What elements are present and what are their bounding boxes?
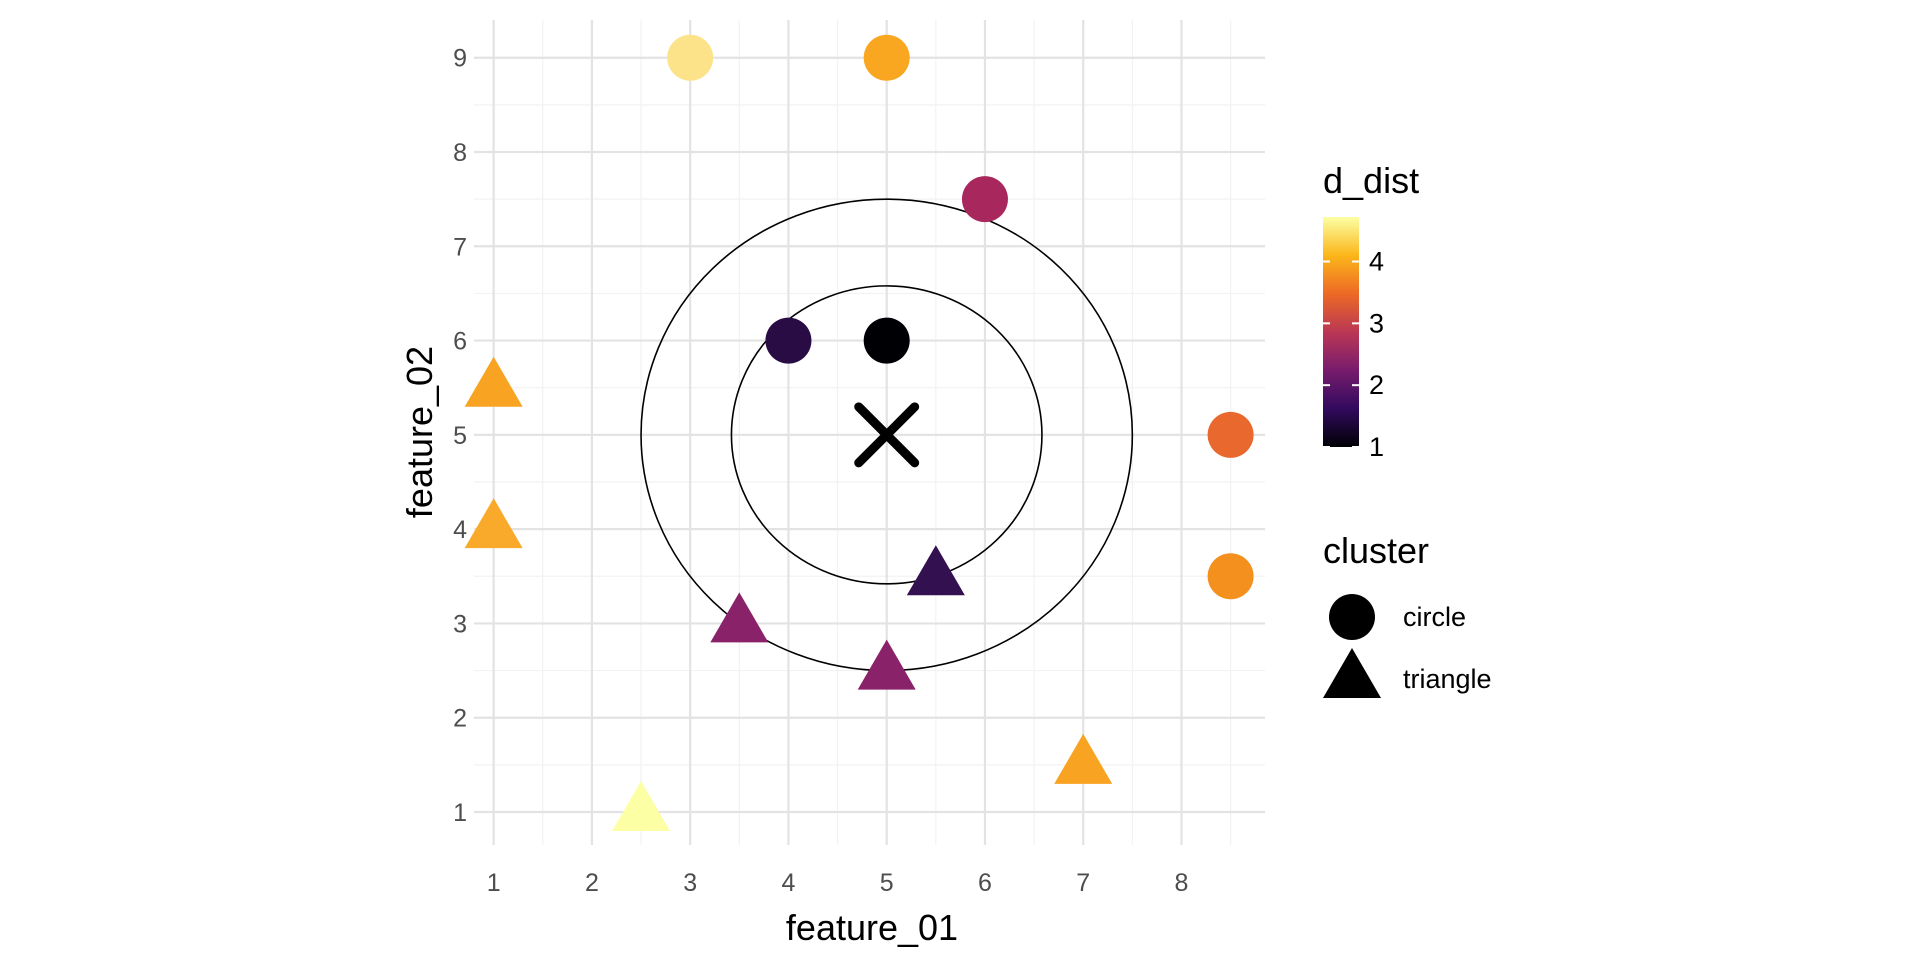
data-points xyxy=(464,34,1254,831)
grid-minor xyxy=(474,20,1265,845)
point-circle xyxy=(1207,411,1254,458)
y-tick-label: 3 xyxy=(453,610,467,638)
y-tick-label: 4 xyxy=(453,516,467,544)
color-bar xyxy=(1323,217,1359,447)
y-tick-label: 7 xyxy=(453,233,467,261)
y-tick-label: 6 xyxy=(453,328,467,356)
x-tick-label: 8 xyxy=(1175,869,1189,897)
y-tick-label: 2 xyxy=(453,705,467,733)
point-triangle xyxy=(464,498,523,549)
y-tick-label: 9 xyxy=(453,45,467,73)
point-circle xyxy=(961,176,1008,223)
point-circle xyxy=(863,34,910,81)
y-tick-labels: 1 2 3 4 5 6 7 8 9 xyxy=(453,45,467,827)
point-circle xyxy=(863,317,910,364)
distance-ring xyxy=(730,285,1043,585)
x-tick-label: 3 xyxy=(683,869,697,897)
legend-label-triangle: triangle xyxy=(1403,664,1492,694)
point-triangle xyxy=(612,781,671,831)
y-axis-title: feature_02 xyxy=(399,346,440,518)
x-tick-label: 6 xyxy=(978,869,992,897)
legend-key-triangle xyxy=(1323,648,1381,698)
color-bar-tick-label: 1 xyxy=(1369,432,1384,462)
grid-major xyxy=(474,20,1265,845)
point-triangle xyxy=(710,592,769,643)
x-tick-label: 4 xyxy=(781,869,795,897)
point-circle xyxy=(765,317,812,364)
center-marker xyxy=(854,402,920,468)
point-triangle xyxy=(906,545,965,596)
y-tick-label: 1 xyxy=(453,799,467,827)
shape-legend-title: cluster xyxy=(1323,530,1429,571)
x-tick-labels: 1 2 3 4 5 6 7 8 xyxy=(487,869,1189,897)
point-triangle xyxy=(857,639,916,690)
legend-label-circle: circle xyxy=(1403,602,1466,632)
center-cross-marker xyxy=(854,402,920,468)
color-bar-tick-label: 2 xyxy=(1369,370,1384,400)
point-triangle xyxy=(464,356,523,407)
shape-legend-entries: circle triangle xyxy=(1323,594,1492,698)
x-tick-label: 2 xyxy=(585,869,599,897)
color-bar-ticks: 1 2 3 4 xyxy=(1323,247,1384,462)
point-triangle xyxy=(1054,733,1113,784)
legend-key-circle xyxy=(1329,594,1375,640)
point-circle xyxy=(667,34,714,81)
x-tick-label: 1 xyxy=(487,869,501,897)
color-legend-title: d_dist xyxy=(1323,160,1419,201)
x-axis-title: feature_01 xyxy=(786,907,958,948)
x-tick-label: 5 xyxy=(880,869,894,897)
color-bar-tick-label: 4 xyxy=(1369,247,1384,277)
y-tick-label: 5 xyxy=(453,422,467,450)
legend: d_dist 1 2 3 4 cluster circle triangle xyxy=(1323,160,1492,698)
x-tick-label: 7 xyxy=(1076,869,1090,897)
y-tick-label: 8 xyxy=(453,139,467,167)
color-bar-tick-label: 3 xyxy=(1369,308,1384,338)
point-circle xyxy=(1207,553,1254,600)
